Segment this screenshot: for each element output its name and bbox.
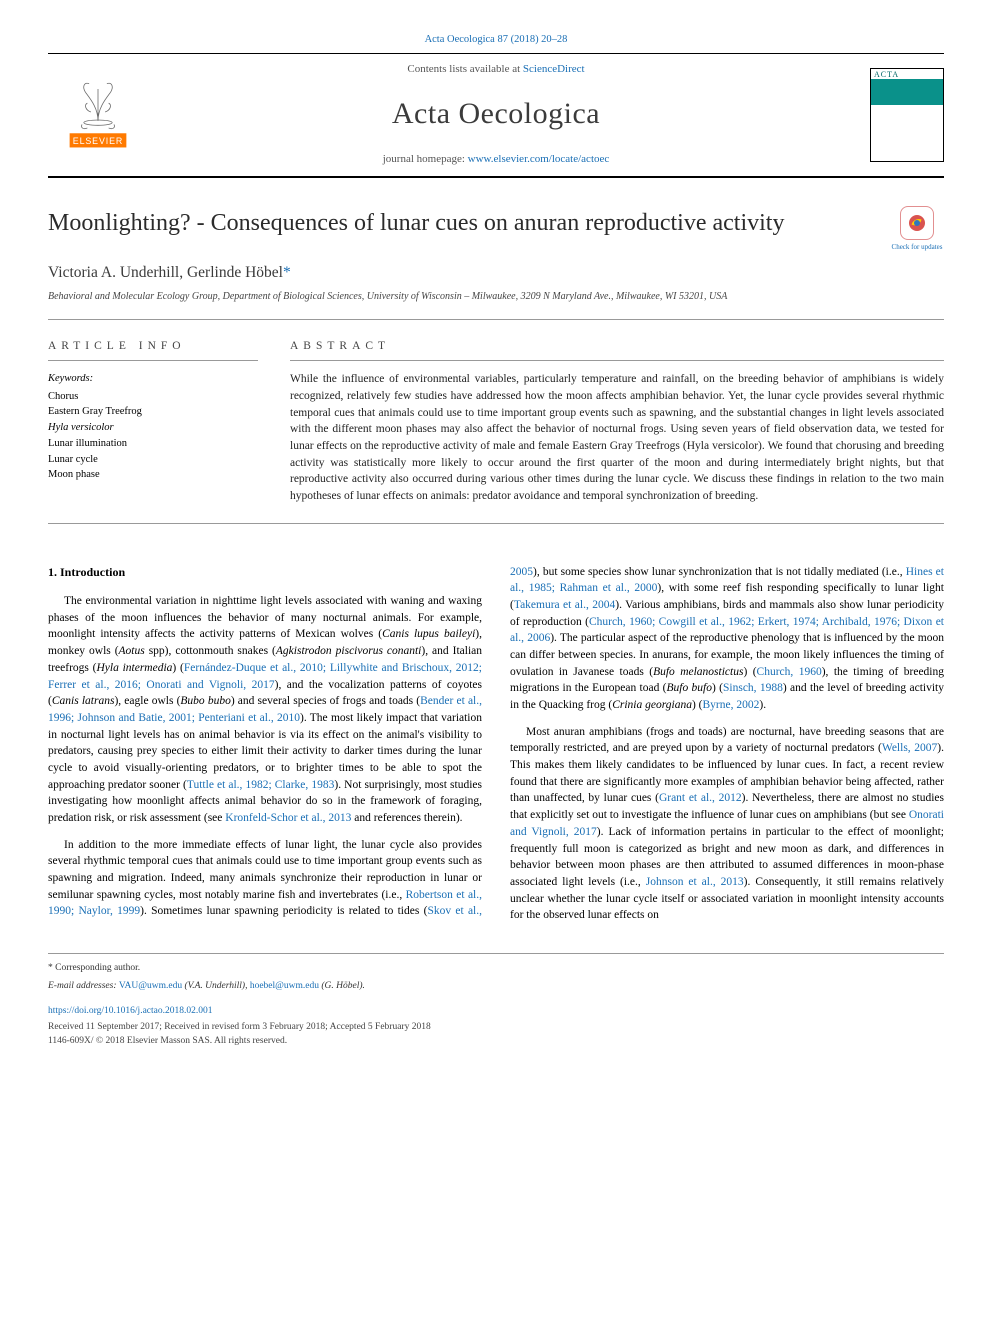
article-body: 1. Introduction The environmental variat… <box>48 564 944 927</box>
species-name: Hyla intermedia <box>96 662 172 674</box>
svg-text:ELSEVIER: ELSEVIER <box>73 136 123 146</box>
body-text: ) ( <box>692 699 703 711</box>
email-link-1[interactable]: VAU@uwm.edu <box>119 981 182 991</box>
keywords-label: Keywords: <box>48 371 258 386</box>
check-for-updates-button[interactable]: Check for updates <box>890 206 944 252</box>
species-name: Canis lupus baileyi <box>382 628 475 640</box>
reference-citation-link[interactable]: Wells, 2007 <box>882 742 937 754</box>
elsevier-tree-icon: ELSEVIER <box>60 73 136 157</box>
affiliation: Behavioral and Molecular Ecology Group, … <box>48 290 944 320</box>
species-name: Canis latrans <box>52 695 115 707</box>
keyword-item: Lunar cycle <box>48 452 258 468</box>
keyword-item: Moon phase <box>48 467 258 483</box>
email-link-2[interactable]: hoebel@uwm.edu <box>250 981 319 991</box>
reference-citation-link[interactable]: Church, 1960 <box>757 666 822 678</box>
email-author-2: (G. Höbel). <box>319 981 365 991</box>
species-name: Bubo bubo <box>180 695 230 707</box>
body-text: ) ( <box>712 682 723 694</box>
journal-homepage-link[interactable]: www.elsevier.com/locate/actoec <box>468 153 610 165</box>
keyword-item: Chorus <box>48 389 258 405</box>
journal-cover-thumbnail: ACTA OECOLOGICA <box>870 68 944 162</box>
body-text: ), eagle owls ( <box>114 695 180 707</box>
masthead: ELSEVIER Contents lists available at Sci… <box>48 53 944 177</box>
species-name: Crinia georgiana <box>612 699 692 711</box>
body-text: ), but some species show lunar synchroni… <box>533 566 906 578</box>
body-paragraph: Most anuran amphibians (frogs and toads)… <box>510 724 944 924</box>
authors: Victoria A. Underhill, Gerlinde Höbel* <box>48 262 944 284</box>
reference-citation-link[interactable]: Takemura et al., 2004 <box>514 599 615 611</box>
body-text: ). Sometimes lunar spawning periodicity … <box>140 905 427 917</box>
article-info-heading: ARTICLE INFO <box>48 338 258 362</box>
body-text: spp), cottonmouth snakes ( <box>145 645 276 657</box>
journal-homepage-line: journal homepage: www.elsevier.com/locat… <box>148 152 844 168</box>
email-addresses-line: E-mail addresses: VAU@uwm.edu (V.A. Unde… <box>48 980 944 994</box>
species-name: Agkistrodon piscivorus conanti <box>276 645 422 657</box>
body-paragraph: The environmental variation in nighttime… <box>48 593 482 826</box>
received-dates: Received 11 September 2017; Received in … <box>48 1021 944 1035</box>
abstract-panel: ABSTRACT While the influence of environm… <box>290 338 944 505</box>
contents-available-line: Contents lists available at ScienceDirec… <box>148 62 844 78</box>
email-label: E-mail addresses: <box>48 981 119 991</box>
keywords-list: ChorusEastern Gray TreefrogHyla versicol… <box>48 389 258 484</box>
body-text: Most anuran amphibians (frogs and toads)… <box>510 726 944 755</box>
publisher-logo: ELSEVIER <box>48 73 148 157</box>
species-name: Aotus <box>119 645 145 657</box>
contents-available-prefix: Contents lists available at <box>407 63 522 75</box>
keyword-item: Lunar illumination <box>48 436 258 452</box>
check-for-updates-label: Check for updates <box>890 242 944 252</box>
sciencedirect-link[interactable]: ScienceDirect <box>523 63 585 75</box>
author-names: Victoria A. Underhill, Gerlinde Höbel <box>48 264 283 281</box>
email-author-1: (V.A. Underhill), <box>182 981 250 991</box>
running-citation: Acta Oecologica 87 (2018) 20–28 <box>48 32 944 47</box>
corresponding-author-note: * Corresponding author. <box>48 962 944 976</box>
reference-citation-link[interactable]: Kronfeld-Schor et al., 2013 <box>225 812 351 824</box>
article-info-panel: ARTICLE INFO Keywords: ChorusEastern Gra… <box>48 338 258 505</box>
crossmark-icon <box>900 206 934 240</box>
page-footer: * Corresponding author. E-mail addresses… <box>48 953 944 1049</box>
section-heading-intro: 1. Introduction <box>48 564 482 581</box>
article-title: Moonlighting? - Consequences of lunar cu… <box>48 206 784 241</box>
copyright-notice: 1146-609X/ © 2018 Elsevier Masson SAS. A… <box>48 1035 944 1049</box>
reference-citation-link[interactable]: Grant et al., 2012 <box>659 792 742 804</box>
body-text: ) and several species of frogs and toads… <box>231 695 420 707</box>
abstract-text: While the influence of environmental var… <box>290 371 944 504</box>
species-name: Bufo melanostictus <box>653 666 743 678</box>
journal-name: Acta Oecologica <box>148 92 844 136</box>
keyword-item: Hyla versicolor <box>48 420 258 436</box>
homepage-prefix: journal homepage: <box>383 153 468 165</box>
body-text: ). <box>759 699 766 711</box>
body-text: and references therein). <box>351 812 462 824</box>
reference-citation-link[interactable]: Johnson et al., 2013 <box>646 876 744 888</box>
doi-link[interactable]: https://doi.org/10.1016/j.actao.2018.02.… <box>48 1005 944 1019</box>
species-name: Bufo bufo <box>667 682 713 694</box>
abstract-heading: ABSTRACT <box>290 338 944 362</box>
reference-citation-link[interactable]: Byrne, 2002 <box>703 699 760 711</box>
corresponding-author-marker: * <box>283 264 291 281</box>
reference-citation-link[interactable]: Tuttle et al., 1982; Clarke, 1983 <box>187 779 335 791</box>
body-text: ) ( <box>743 666 756 678</box>
reference-citation-link[interactable]: Sinsch, 1988 <box>723 682 783 694</box>
body-text: ) ( <box>172 662 183 674</box>
keyword-item: Eastern Gray Treefrog <box>48 404 258 420</box>
